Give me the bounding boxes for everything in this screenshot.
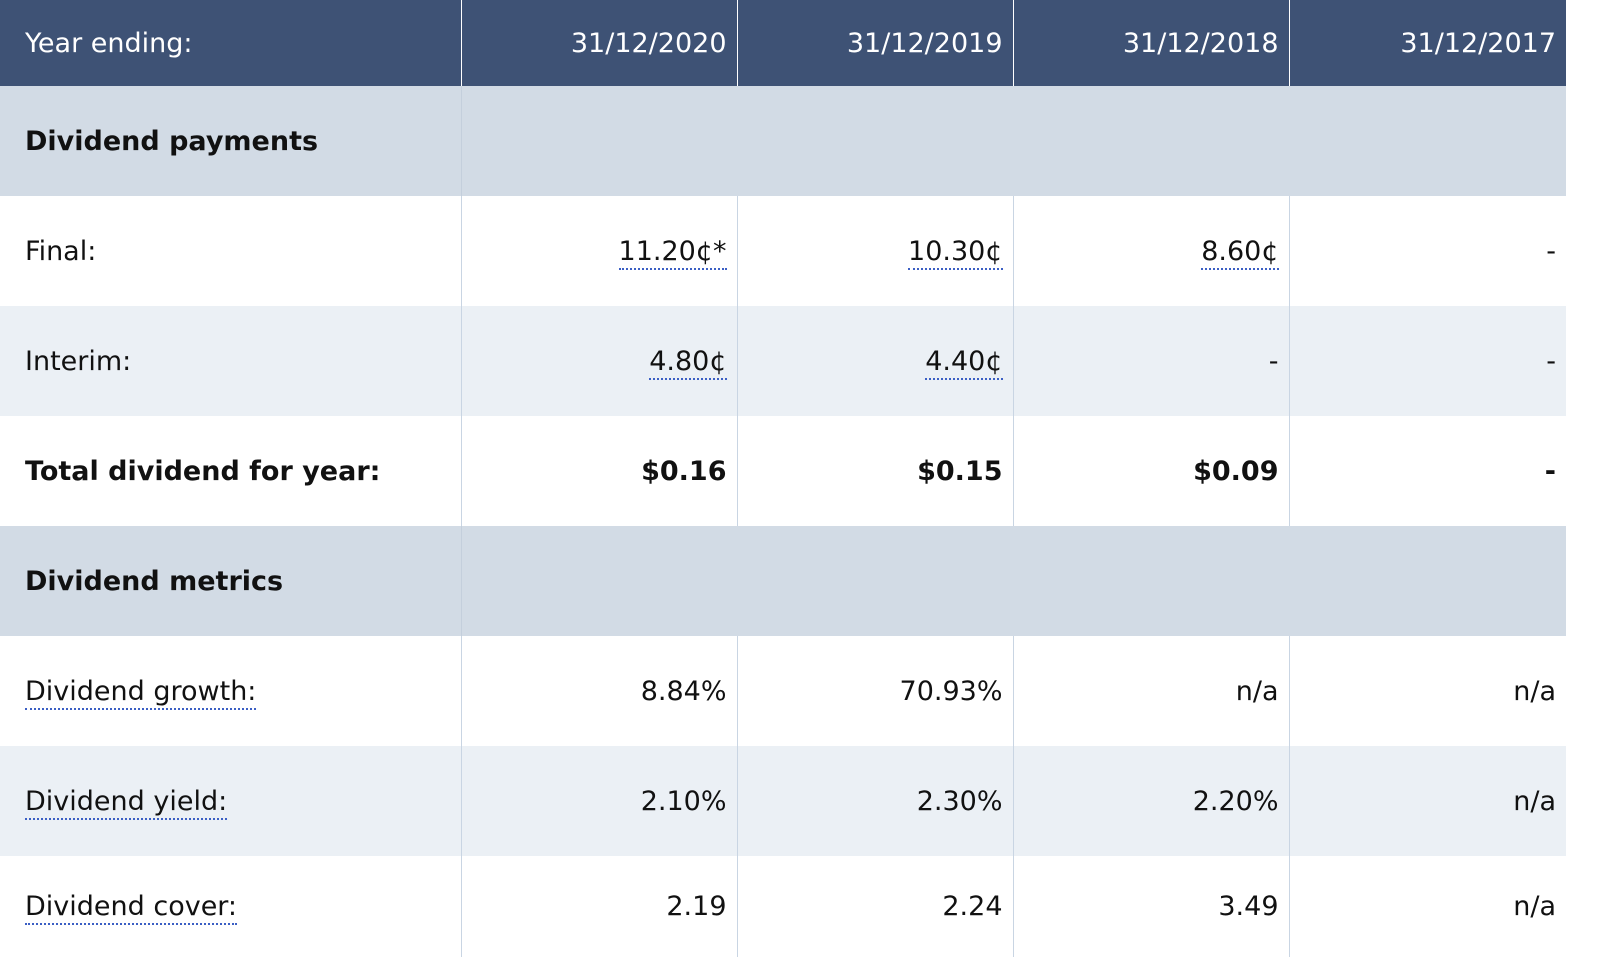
cell-value: - bbox=[1288, 306, 1566, 416]
cell-value: n/a bbox=[1288, 856, 1566, 957]
cell-value: n/a bbox=[1288, 746, 1566, 856]
year-ending-label: Year ending: bbox=[0, 0, 461, 86]
section-title: Dividend payments bbox=[0, 86, 462, 196]
final-2019-link[interactable]: 10.30¢ bbox=[908, 235, 1003, 270]
dividend-yield-link[interactable]: Dividend yield: bbox=[25, 785, 228, 820]
cell-value: 8.84% bbox=[460, 636, 737, 746]
year-header-2020: 31/12/2020 bbox=[460, 0, 737, 86]
row-label-cell: Dividend growth: bbox=[0, 636, 461, 746]
section-title: Dividend metrics bbox=[0, 526, 462, 636]
cell-value: 3.49 bbox=[1012, 856, 1289, 957]
cell-value: 11.20¢* bbox=[460, 196, 737, 306]
cell-value: 10.30¢ bbox=[736, 196, 1013, 306]
row-total-dividend: Total dividend for year: $0.16 $0.15 $0.… bbox=[0, 416, 1566, 526]
year-header-2019: 31/12/2019 bbox=[736, 0, 1013, 86]
cell-value: 4.80¢ bbox=[460, 306, 737, 416]
dividend-table: Year ending: 31/12/2020 31/12/2019 31/12… bbox=[0, 0, 1566, 957]
row-label: Total dividend for year: bbox=[0, 416, 461, 526]
row-dividend-cover: Dividend cover: 2.19 2.24 3.49 n/a bbox=[0, 856, 1566, 957]
section-filler bbox=[461, 86, 1566, 196]
row-label: Interim: bbox=[0, 306, 461, 416]
header-row: Year ending: 31/12/2020 31/12/2019 31/12… bbox=[0, 0, 1566, 86]
row-label-cell: Dividend yield: bbox=[0, 746, 461, 856]
cell-value: n/a bbox=[1288, 636, 1566, 746]
dividend-growth-link[interactable]: Dividend growth: bbox=[25, 675, 257, 710]
cell-value: 2.19 bbox=[460, 856, 737, 957]
row-dividend-growth: Dividend growth: 8.84% 70.93% n/a n/a bbox=[0, 636, 1566, 746]
cell-value: $0.15 bbox=[736, 416, 1013, 526]
cell-value: 2.30% bbox=[736, 746, 1013, 856]
cell-value: 2.10% bbox=[460, 746, 737, 856]
interim-2019-link[interactable]: 4.40¢ bbox=[925, 345, 1003, 380]
final-2018-link[interactable]: 8.60¢ bbox=[1201, 235, 1279, 270]
row-interim: Interim: 4.80¢ 4.40¢ - - bbox=[0, 306, 1566, 416]
row-final: Final: 11.20¢* 10.30¢ 8.60¢ - bbox=[0, 196, 1566, 306]
year-header-2018: 31/12/2018 bbox=[1012, 0, 1289, 86]
row-dividend-yield: Dividend yield: 2.10% 2.30% 2.20% n/a bbox=[0, 746, 1566, 856]
cell-value: - bbox=[1012, 306, 1289, 416]
section-dividend-metrics: Dividend metrics bbox=[0, 526, 1566, 636]
cell-value: n/a bbox=[1012, 636, 1289, 746]
interim-2020-link[interactable]: 4.80¢ bbox=[649, 345, 727, 380]
row-label-cell: Dividend cover: bbox=[0, 856, 461, 957]
cell-value: 8.60¢ bbox=[1012, 196, 1289, 306]
cell-value: $0.16 bbox=[460, 416, 737, 526]
cell-value: $0.09 bbox=[1012, 416, 1289, 526]
dividend-cover-link[interactable]: Dividend cover: bbox=[25, 891, 238, 925]
cell-value: - bbox=[1288, 416, 1566, 526]
cell-value: 2.24 bbox=[736, 856, 1013, 957]
row-label: Final: bbox=[0, 196, 461, 306]
year-header-2017: 31/12/2017 bbox=[1288, 0, 1566, 86]
section-filler bbox=[461, 526, 1566, 636]
cell-value: 4.40¢ bbox=[736, 306, 1013, 416]
cell-value: - bbox=[1288, 196, 1566, 306]
section-dividend-payments: Dividend payments bbox=[0, 86, 1566, 196]
final-2020-link[interactable]: 11.20¢* bbox=[618, 235, 727, 270]
cell-value: 2.20% bbox=[1012, 746, 1289, 856]
cell-value: 70.93% bbox=[736, 636, 1013, 746]
